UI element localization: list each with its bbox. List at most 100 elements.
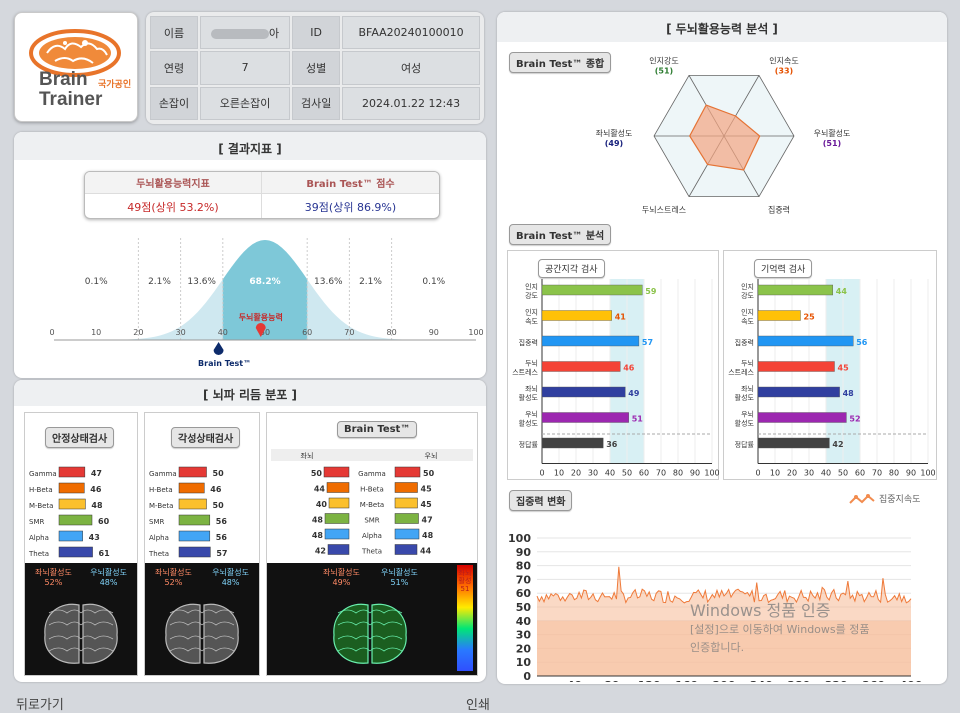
- bt-right-value: 50: [423, 469, 435, 478]
- focus-y-tick: 100: [508, 532, 531, 545]
- bar: [758, 311, 801, 321]
- bar-value: 25: [804, 313, 816, 322]
- focus-y-tick: 10: [516, 656, 532, 669]
- radar-axis-label: 두뇌스트레스: [642, 206, 686, 215]
- brain-scan-icon: [267, 563, 477, 675]
- bt-left-label: 좌뇌활성도: [323, 567, 360, 578]
- bt-band-label: Theta: [361, 548, 382, 556]
- bt-right-value: 48: [422, 531, 434, 540]
- bt-right-value: 51%: [381, 578, 418, 587]
- focus-x-tick: 320: [825, 679, 848, 682]
- bar-value: 45: [838, 364, 850, 373]
- focus-y-tick: 40: [516, 615, 532, 628]
- bt-left-bar: [325, 514, 349, 524]
- bt-right-bar: [395, 514, 419, 524]
- focus-y-tick: 30: [516, 629, 532, 642]
- left-hemisphere: [334, 604, 368, 663]
- hand-value: 오른손잡이: [200, 87, 290, 120]
- focus-legend-label: 집중지속도: [879, 492, 920, 505]
- focus-x-tick: 280: [787, 679, 810, 682]
- bar-tick-label: 30: [804, 469, 814, 478]
- bar-value: 52: [849, 415, 860, 424]
- result-panel: [ 결과지표 ] 두뇌활용능력지표 Brain Test™ 점수 49점(상위 …: [14, 132, 486, 378]
- tick-label: 0: [49, 328, 54, 337]
- analysis-title: [ 두뇌활용능력 분석 ]: [497, 20, 947, 37]
- logo-text-brain: Brain: [39, 69, 88, 91]
- rest-test-title: 안정상태검사: [45, 427, 114, 448]
- band-label: M-Beta: [149, 502, 173, 510]
- band-bar: [59, 531, 83, 541]
- arousal-right-value: 48%: [212, 578, 249, 587]
- bar: [542, 285, 642, 295]
- bt-right-bar: [395, 545, 417, 555]
- radar-axis-value: (51): [823, 139, 841, 148]
- bar-category-label: 인지: [525, 308, 538, 317]
- band-value: 46: [90, 485, 102, 494]
- brain-outline: [45, 604, 117, 663]
- bar-category-label: 활성도: [735, 419, 755, 428]
- bar-value: 36: [606, 440, 618, 449]
- braintest-marker-pin: [214, 342, 224, 355]
- name-suffix: 아: [269, 27, 279, 40]
- tick-label: 10: [91, 328, 101, 337]
- bar-value: 44: [836, 287, 848, 296]
- bar-tick-label: 0: [755, 469, 760, 478]
- hand-label: 손잡이: [150, 87, 198, 120]
- band-label: Alpha: [149, 534, 169, 542]
- date-value: 2024.01.22 12:43: [342, 87, 480, 120]
- band-bar: [59, 499, 85, 509]
- tick-label: 80: [387, 328, 397, 337]
- focus-x-tick: 400: [900, 679, 923, 682]
- analysis-panel: [ 두뇌활용능력 분석 ] Brain Test™ 종합 인지강도(51)인지속…: [497, 12, 947, 684]
- bt-left-value: 48: [312, 531, 324, 540]
- bar-category-label: 정답률: [735, 440, 755, 449]
- bt-right-value: 47: [422, 516, 433, 525]
- bar-value: 46: [623, 364, 635, 373]
- activity-color-scale: 좌뇌활성 51: [457, 565, 473, 671]
- band-bar: [179, 515, 210, 525]
- bar-tick-label: 50: [622, 469, 632, 478]
- name-value: 아: [200, 16, 290, 49]
- tick-label: 20: [133, 328, 143, 337]
- bt-right-header: 우뇌: [425, 451, 438, 460]
- band-value: 56: [216, 517, 228, 526]
- bar-category-label: 정답률: [519, 440, 539, 449]
- bar-tick-label: 10: [770, 469, 780, 478]
- bt-left-bar: [327, 483, 349, 493]
- id-value: BFAA20240100010: [342, 16, 480, 49]
- band-bar: [59, 515, 92, 525]
- bt-right-value: 44: [420, 547, 432, 556]
- back-button[interactable]: 뒤로가기: [16, 694, 64, 713]
- bar-category-label: 속도: [525, 318, 538, 326]
- focus-x-tick: 40: [567, 679, 583, 682]
- band-bar: [59, 467, 85, 477]
- bar-category-label: 강도: [525, 291, 538, 300]
- bar-tick-label: 0: [539, 469, 544, 478]
- bar-tick-label: 10: [554, 469, 564, 478]
- bt-right-bar: [395, 498, 418, 508]
- name-label: 이름: [150, 16, 198, 49]
- arousal-test-title: 각성상태검사: [171, 427, 240, 448]
- bt-band-label: M-Beta: [360, 501, 384, 509]
- print-button[interactable]: 인쇄: [466, 694, 490, 713]
- bar-category-label: 집중력: [735, 338, 754, 347]
- percent-label: 2.1%: [148, 277, 171, 287]
- bt-right-bar: [395, 483, 418, 493]
- band-value: 43: [89, 533, 100, 542]
- bar-category-label: 스트레스: [728, 368, 754, 377]
- bar-category-label: 강도: [741, 291, 754, 300]
- bar: [758, 285, 833, 295]
- bt-band-label: Gamma: [358, 470, 386, 478]
- band-value: 46: [210, 485, 222, 494]
- bar: [758, 336, 853, 346]
- focus-y-tick: 20: [516, 642, 532, 655]
- bar: [542, 438, 603, 448]
- bar-tick-label: 40: [605, 469, 615, 478]
